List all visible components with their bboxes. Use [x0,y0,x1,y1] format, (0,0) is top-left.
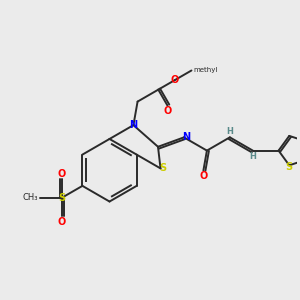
Text: O: O [171,75,179,85]
Text: S: S [159,164,166,173]
Text: O: O [58,169,66,179]
Text: CH₃: CH₃ [22,193,38,202]
Text: O: O [58,217,66,227]
Text: S: S [285,162,292,172]
Text: H: H [250,152,256,161]
Text: methyl: methyl [193,68,218,74]
Text: N: N [182,132,190,142]
Text: O: O [164,106,172,116]
Text: H: H [226,127,233,136]
Text: S: S [58,193,65,203]
Text: O: O [199,171,208,181]
Text: N: N [129,120,137,130]
